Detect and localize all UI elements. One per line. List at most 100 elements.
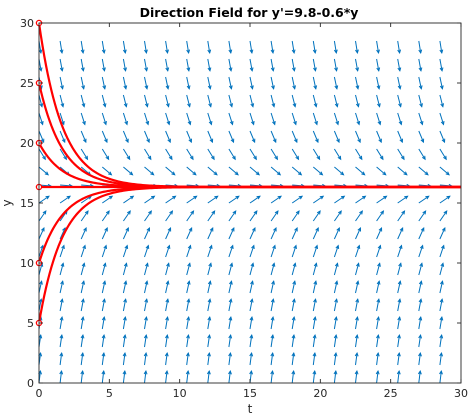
field-arrow — [144, 40, 148, 54]
field-arrow — [165, 298, 170, 312]
field-arrow — [439, 195, 451, 204]
field-arrow — [291, 369, 296, 384]
field-arrow — [228, 333, 233, 348]
field-arrow — [291, 94, 297, 108]
field-arrow — [228, 130, 235, 144]
field-arrow — [80, 40, 85, 54]
field-arrow — [228, 210, 237, 222]
field-arrow — [312, 351, 317, 366]
field-arrow — [186, 112, 192, 126]
field-arrow — [312, 130, 319, 144]
field-arrow — [122, 227, 129, 240]
field-arrow — [439, 351, 444, 366]
field-arrow — [185, 369, 190, 384]
field-arrow — [228, 94, 234, 108]
field-arrow — [270, 280, 275, 294]
field-arrow — [207, 244, 213, 258]
field-arrow — [249, 351, 254, 366]
field-arrow — [333, 369, 338, 384]
field-arrow — [439, 262, 445, 276]
field-arrow — [80, 298, 85, 312]
field-arrow — [165, 94, 170, 108]
field-arrow — [376, 244, 382, 258]
field-arrow — [270, 244, 276, 258]
field-arrow — [439, 244, 445, 258]
field-arrow — [101, 58, 106, 72]
field-arrow — [228, 40, 233, 54]
field-arrow — [397, 244, 403, 258]
field-arrow — [80, 58, 85, 72]
field-arrow — [59, 280, 64, 294]
field-arrow — [207, 298, 212, 312]
field-arrow — [101, 298, 106, 312]
field-arrow — [397, 227, 404, 240]
field-arrow — [291, 227, 298, 240]
field-arrow — [397, 262, 402, 276]
x-tick-label: 10 — [173, 387, 187, 400]
field-arrow — [207, 76, 212, 90]
field-arrow — [122, 94, 128, 108]
field-arrow — [270, 262, 276, 276]
field-arrow — [249, 210, 258, 222]
field-arrow — [291, 316, 296, 330]
field-arrow — [439, 333, 444, 348]
field-arrow — [397, 195, 409, 204]
field-arrow — [207, 148, 215, 161]
field-arrow — [122, 316, 127, 330]
field-arrow — [291, 351, 296, 366]
field-arrow — [101, 369, 106, 384]
field-arrow — [439, 76, 444, 90]
field-arrow — [38, 195, 50, 204]
field-arrow — [334, 166, 345, 176]
field-arrow — [144, 227, 151, 240]
field-arrow — [165, 130, 171, 144]
field-arrow — [122, 333, 127, 348]
field-arrow — [418, 333, 423, 348]
field-arrow — [291, 40, 296, 54]
chart-title: Direction Field for y'=9.8-0.6*y — [140, 5, 359, 20]
field-arrow — [101, 227, 108, 240]
field-arrow — [376, 316, 380, 330]
field-arrow — [186, 244, 192, 258]
field-arrow — [101, 94, 107, 108]
field-arrow — [291, 58, 296, 72]
field-arrow — [291, 244, 297, 258]
field-arrow — [38, 94, 44, 108]
field-arrow — [123, 195, 135, 204]
field-arrow — [439, 298, 444, 312]
field-arrow — [439, 210, 448, 222]
y-axis-label: y — [0, 199, 14, 206]
field-arrow — [249, 244, 255, 258]
field-arrow — [418, 112, 424, 126]
field-arrow — [376, 76, 381, 90]
field-arrow — [376, 130, 382, 144]
field-arrow — [418, 280, 423, 294]
field-arrow — [439, 280, 444, 294]
field-arrow — [186, 195, 198, 204]
field-arrow — [59, 76, 64, 90]
field-arrow — [80, 148, 89, 161]
field-arrow — [312, 76, 318, 90]
field-arrow — [333, 130, 340, 144]
field-arrow — [186, 210, 195, 222]
field-arrow — [355, 112, 361, 126]
field-arrow — [38, 130, 45, 144]
field-arrow — [228, 166, 239, 176]
field-arrow — [207, 227, 214, 240]
field-arrow — [80, 227, 87, 240]
field-arrow — [122, 369, 127, 384]
field-arrow — [418, 76, 423, 90]
field-arrow — [207, 280, 212, 294]
field-arrow — [249, 333, 254, 348]
field-arrow — [291, 130, 298, 144]
field-arrow — [38, 148, 46, 161]
field-arrow — [164, 351, 169, 366]
field-arrow — [122, 298, 127, 312]
field-arrow — [270, 227, 277, 240]
field-arrow — [397, 148, 405, 161]
field-arrow — [165, 244, 171, 258]
field-arrow — [101, 333, 106, 348]
field-arrow — [312, 333, 317, 348]
field-arrow — [228, 351, 233, 366]
field-arrow — [144, 94, 149, 108]
